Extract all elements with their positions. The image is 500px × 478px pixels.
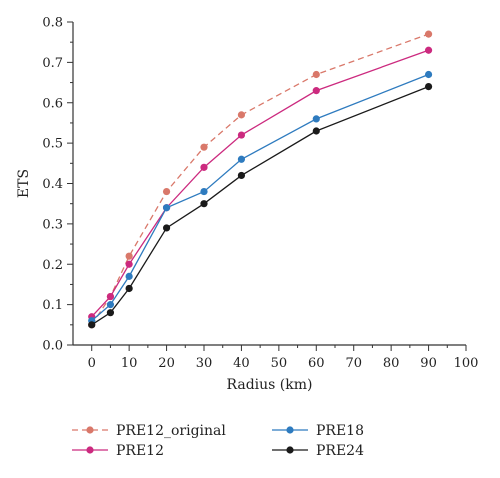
series-pre24 (88, 83, 433, 329)
data-point-pre12-original (237, 111, 246, 119)
data-point-pre12-original (424, 30, 433, 38)
legend-label: PRE18 (316, 423, 364, 439)
y-tick-label: 0.2 (42, 258, 63, 273)
series-line-pre18 (91, 73, 429, 322)
data-point-pre12-original (312, 70, 320, 79)
series-line-pre12 (91, 49, 429, 318)
x-tick-label: 90 (420, 356, 437, 371)
legend-item-pre24: PRE24 (272, 443, 364, 459)
x-axis-title: Radius (km) (227, 377, 313, 393)
legend-swatch-marker (286, 426, 294, 434)
series-line-pre12-original (91, 33, 429, 326)
series-layer (88, 30, 433, 329)
data-point-pre24 (125, 284, 133, 293)
data-point-pre18 (312, 115, 320, 123)
legend-swatch-marker (86, 426, 94, 434)
data-point-pre24 (162, 224, 171, 232)
legend-swatch-marker (86, 446, 94, 454)
data-point-pre24 (312, 127, 320, 135)
y-tick-label: 0.7 (42, 56, 63, 71)
data-point-pre24 (200, 200, 208, 208)
series-line-pre24 (91, 85, 429, 326)
legend-label: PRE12_original (116, 423, 226, 439)
legend: PRE12_original PRE12 PRE18 PRE24 (72, 423, 364, 459)
x-tick-label: 10 (121, 356, 138, 371)
data-point-pre24 (237, 171, 246, 180)
legend-item-pre12: PRE12 (72, 443, 164, 459)
legend-swatch-marker (286, 446, 294, 454)
y-tick-label: 0.6 (42, 96, 63, 111)
y-tick-label: 0.0 (42, 339, 63, 354)
x-tick-label: 40 (233, 356, 250, 371)
data-point-pre12 (200, 163, 208, 171)
x-tick-label: 100 (454, 356, 479, 371)
data-point-pre12 (106, 292, 115, 301)
x-tick-label: 80 (383, 356, 400, 371)
data-point-pre18 (200, 187, 208, 196)
data-point-pre24 (424, 83, 433, 91)
y-axis-title: ETS (16, 169, 32, 198)
data-point-pre12 (312, 87, 320, 95)
x-tick-label: 60 (308, 356, 325, 371)
data-point-pre12 (125, 260, 133, 268)
x-tick-label: 0 (88, 356, 96, 371)
series-pre12-original (88, 30, 433, 329)
data-point-pre18 (424, 70, 433, 79)
data-point-pre18 (237, 155, 246, 163)
data-point-pre24 (106, 309, 115, 317)
legend-item-pre12-original: PRE12_original (72, 423, 226, 439)
legend-label: PRE12 (116, 443, 164, 459)
legend-item-pre18: PRE18 (272, 423, 364, 439)
data-point-pre18 (106, 301, 115, 309)
y-tick-label: 0.3 (42, 217, 63, 232)
x-tick-label: 70 (345, 356, 362, 371)
x-tick-label: 20 (158, 356, 175, 371)
data-point-pre12-original (125, 252, 133, 260)
data-point-pre12-original (200, 143, 208, 151)
y-tick-label: 0.1 (42, 298, 63, 313)
data-point-pre18 (162, 204, 171, 212)
x-tick-label: 30 (196, 356, 213, 371)
data-point-pre18 (125, 272, 133, 280)
y-tick-label: 0.4 (42, 177, 63, 192)
axes: 0 10 20 30 40 50 60 70 80 90 100 0.0 0.1 0.2 0.3 0.4 0.5… (42, 16, 478, 372)
legend-label: PRE24 (316, 443, 364, 459)
x-tick-label: 50 (271, 356, 288, 371)
data-point-pre12-original (162, 187, 171, 196)
y-tick-label: 0.8 (42, 16, 63, 31)
series-pre12 (88, 46, 433, 321)
data-point-pre24 (88, 321, 96, 329)
data-point-pre12 (237, 131, 246, 139)
series-pre18 (88, 70, 433, 325)
y-tick-label: 0.5 (42, 137, 63, 152)
data-point-pre12 (424, 46, 433, 54)
